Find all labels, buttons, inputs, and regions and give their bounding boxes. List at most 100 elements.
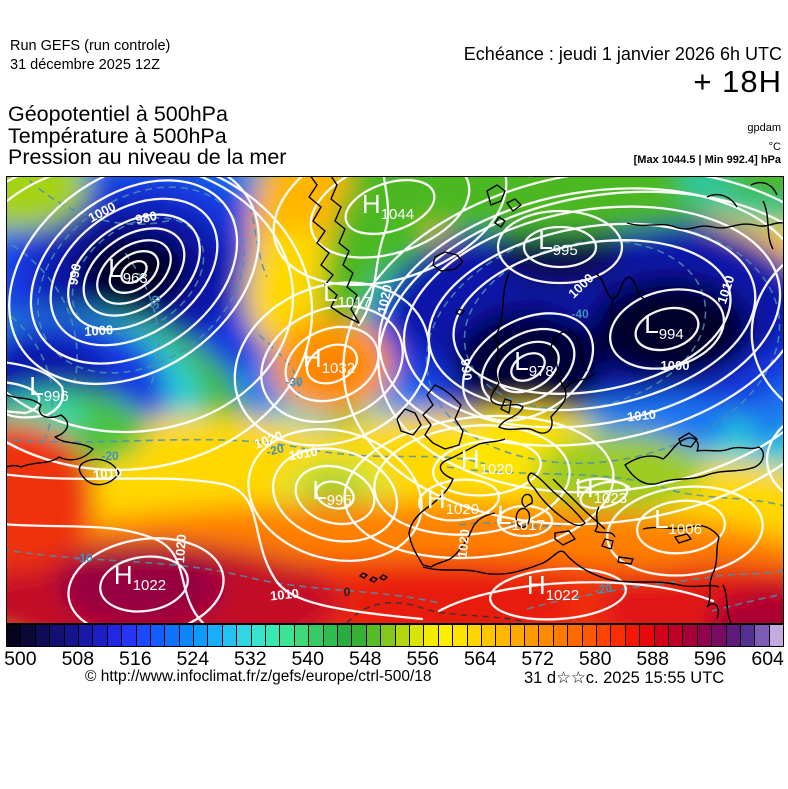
colorbar-cell — [481, 625, 497, 646]
colorbar-cell — [194, 625, 209, 646]
pressure-center-label: H1022 — [114, 560, 166, 594]
generation-timestamp: 31 d☆☆c. 2025 15:55 UTC — [524, 669, 725, 687]
colorbar-cell — [107, 625, 123, 646]
param-temperature: Température à 500hPa — [8, 123, 227, 148]
temperature-value-label: -10 — [75, 551, 93, 565]
temperature-value-label: -30 — [146, 294, 164, 315]
geopotential-colorbar — [6, 624, 784, 647]
colorbar-cell — [309, 625, 324, 646]
colorbar-cell — [381, 625, 396, 646]
isobar-value-label: 990 — [65, 262, 84, 286]
temperature-value-label: -30 — [285, 375, 303, 389]
copyright-url: © http://www.infoclimat.fr/z/gefs/europe… — [85, 668, 432, 685]
isobar-value-label: 1000 — [84, 322, 114, 339]
colorbar-cell — [7, 625, 22, 646]
colorbar-cell — [539, 625, 554, 646]
colorbar-cell — [222, 625, 238, 646]
pressure-center-label: L996 — [29, 371, 69, 405]
temperature-value-label: -40 — [571, 307, 589, 321]
param-geopotential: Géopotentiel à 500hPa — [8, 102, 228, 126]
pressure-center-label: L1017 — [323, 277, 371, 311]
colorbar-cell — [769, 625, 784, 646]
pressure-center-label: H1022 — [527, 570, 579, 604]
map-canvas: L963 L996 L1017 H1044 L995 L994 L978 H1032 H1020… — [6, 176, 784, 624]
pressure-center-label: L963 — [108, 253, 148, 287]
temperature-value-label: -20 — [594, 581, 613, 597]
colorbar-cell — [237, 625, 252, 646]
colorbar-tick-label: 596 — [693, 648, 727, 670]
colorbar-cell — [553, 625, 569, 646]
coastlines — [7, 177, 783, 623]
isobar-value-label: 1020 — [455, 528, 473, 558]
temperature-value-label: -20 — [265, 441, 286, 459]
colorbar-cell — [409, 625, 425, 646]
isobar-value-label: 1010 — [269, 586, 299, 604]
colorbar-tick-label: 556 — [406, 648, 440, 670]
pressure-extremes: [Max 1044.5 | Min 992.4] hPa — [633, 154, 781, 166]
forecast-step: + 18H — [693, 64, 782, 99]
colorbar-cell — [625, 625, 641, 646]
parameter-list: Géopotentiel à 500hPa Température à 500h… — [8, 102, 287, 169]
colorbar-cell — [668, 625, 684, 646]
colorbar-tick-label: 572 — [521, 648, 554, 670]
isobar-value-label: 990 — [458, 358, 475, 381]
colorbar-cell — [35, 625, 51, 646]
pressure-center-label: L994 — [644, 309, 684, 343]
colorbar-tick-label: 500 — [4, 648, 37, 670]
temperature-value-label: -20 — [101, 449, 119, 463]
colorbar-cell — [122, 625, 137, 646]
unit-temperature: °C — [768, 141, 781, 153]
colorbar-cell — [712, 625, 727, 646]
pressure-center-label: L1017 — [497, 500, 545, 534]
isobar-value-label: 980 — [134, 208, 158, 227]
pressure-center-label: H1023 — [575, 473, 627, 507]
colorbar-cell — [395, 625, 410, 646]
isobar-value-label: 1010 — [626, 407, 656, 425]
pressure-center-label: L995 — [312, 475, 352, 509]
colorbar-cell — [453, 625, 468, 646]
colorbar-cell — [568, 625, 583, 646]
colorbar-cell — [208, 625, 223, 646]
pressure-center-label: H1020 — [461, 444, 513, 478]
colorbar-cell — [280, 625, 295, 646]
colorbar-tick-label: 588 — [636, 648, 669, 670]
forecast-validity: Echéance : jeudi 1 janvier 2026 6h UTC — [463, 44, 782, 64]
param-pressure: Pression au niveau de la mer — [8, 145, 287, 169]
colorbar-cell — [50, 625, 65, 646]
colorbar-cell — [323, 625, 338, 646]
pressure-center-label: L1006 — [654, 504, 702, 538]
colorbar-cell — [467, 625, 482, 646]
colorbar-cell — [597, 625, 612, 646]
colorbar-cell — [64, 625, 79, 646]
isobar-value-label: 1020 — [172, 534, 189, 564]
colorbar-cell — [424, 625, 439, 646]
colorbar-cell — [640, 625, 655, 646]
run-info: Run GEFS (run controle) 31 décembre 2025 … — [10, 37, 170, 75]
colorbar-cell — [697, 625, 713, 646]
colorbar-cell — [179, 625, 195, 646]
colorbar-cell — [755, 625, 770, 646]
colorbar-cell — [611, 625, 626, 646]
colorbar-tick-label: 524 — [176, 648, 210, 670]
colorbar-tick-label: 564 — [463, 648, 497, 670]
run-date-line: 31 décembre 2025 12Z — [10, 57, 160, 73]
isobar-value-label: 1010 — [92, 465, 122, 483]
colorbar-cell — [525, 625, 540, 646]
colorbar-tick-label: 580 — [578, 648, 612, 670]
colorbar-tick-label: 604 — [751, 648, 784, 670]
colorbar-ticks: 500 508 516 524 532 540 548 556 564 572 580 588 596 6… — [4, 648, 784, 670]
colorbar-cell — [654, 625, 669, 646]
colorbar-cell — [740, 625, 756, 646]
colorbar-cell — [726, 625, 741, 646]
isobar-value-label: 1000 — [661, 358, 690, 373]
colorbar-cell — [496, 625, 511, 646]
colorbar-cell — [165, 625, 180, 646]
colorbar-tick-label: 548 — [348, 648, 382, 670]
colorbar-cell — [438, 625, 454, 646]
pressure-center-label: H1044 — [362, 189, 414, 223]
colorbar-cell — [136, 625, 151, 646]
colorbar-cell — [582, 625, 598, 646]
colorbar-tick-label: 516 — [119, 648, 152, 670]
zero-line — [346, 601, 523, 623]
